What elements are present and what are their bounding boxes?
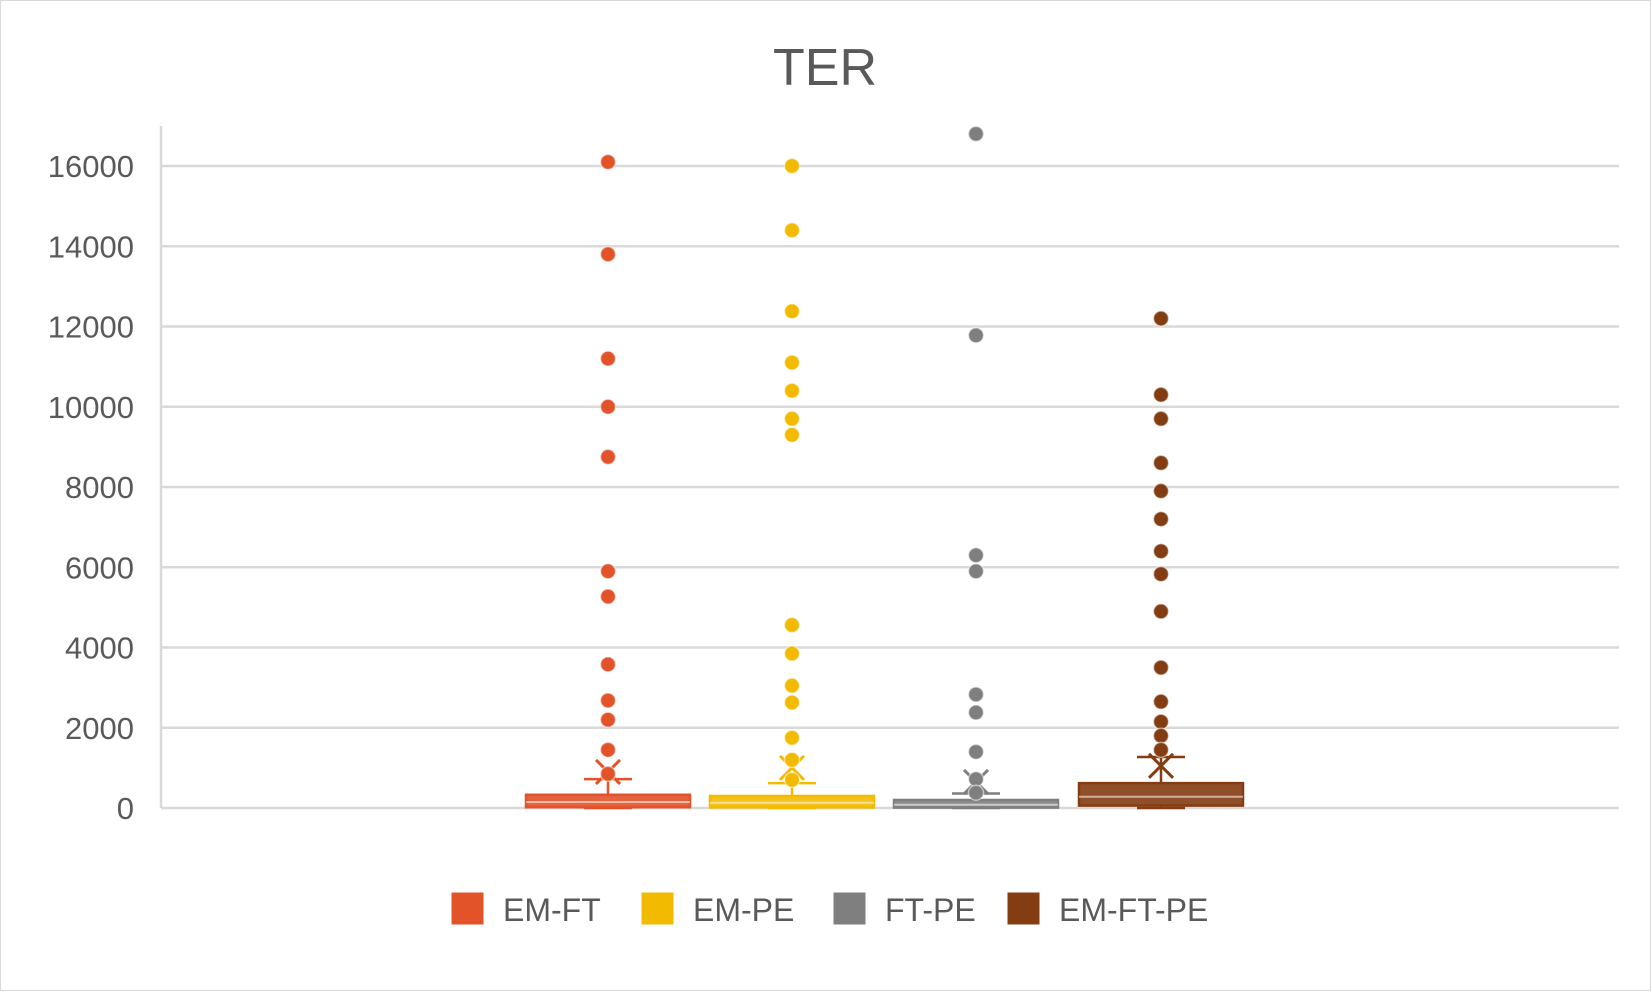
y-tick-label: 12000 [48, 310, 134, 345]
outlier-point [967, 327, 985, 344]
outlier-point [783, 221, 801, 239]
iqr-box [892, 798, 1060, 809]
chart-title: TER [773, 39, 877, 97]
outlier-point [599, 153, 617, 171]
outlier-point [783, 771, 801, 789]
outlier-point [1152, 482, 1170, 500]
outlier-point [967, 784, 985, 802]
outlier-point [783, 157, 801, 175]
series-group-ft-pe [892, 125, 1060, 810]
series-group-em-ft [524, 153, 692, 810]
gridlines [159, 126, 1619, 810]
outlier-point [599, 563, 617, 580]
outlier-point [783, 354, 801, 371]
y-tick-label: 0 [117, 791, 134, 826]
outlier-point [783, 729, 801, 747]
outlier-point [1152, 713, 1170, 730]
outlier-point [783, 382, 801, 399]
plot-area [524, 125, 1245, 810]
outlier-point [783, 751, 801, 769]
outlier-point [783, 645, 801, 662]
legend-label: EM-FT-PE [1059, 892, 1208, 928]
y-tick-label: 6000 [65, 550, 134, 585]
outlier-point [783, 677, 801, 694]
y-axis-ticks: 0 2000 4000 6000 8000 10000 12000 14000 16000 [48, 149, 134, 826]
outlier-point [599, 246, 617, 263]
outlier-point [599, 765, 617, 783]
iqr-box [524, 793, 692, 809]
outlier-point [967, 743, 985, 761]
outlier-point [1152, 386, 1170, 403]
outlier-point [1152, 542, 1170, 560]
legend-label: FT-PE [885, 892, 976, 928]
outlier-point [1152, 510, 1170, 528]
legend-swatch [832, 891, 867, 926]
outlier-point [967, 563, 985, 580]
mean-marker [1147, 752, 1175, 779]
outlier-point [599, 398, 617, 415]
y-tick-label: 14000 [48, 229, 134, 264]
outlier-point [783, 410, 801, 428]
outlier-point [599, 350, 617, 367]
outlier-point [783, 426, 801, 444]
legend-swatch [450, 891, 485, 926]
outlier-point [1152, 454, 1170, 472]
iqr-box [708, 794, 876, 809]
y-tick-label: 16000 [48, 149, 134, 184]
y-tick-label: 8000 [65, 470, 134, 505]
outlier-point [1152, 410, 1170, 428]
iqr-box [1077, 781, 1245, 807]
outlier-point [599, 656, 617, 673]
outlier-point [967, 704, 985, 721]
outlier-point [1152, 603, 1170, 620]
outlier-point [1152, 741, 1170, 759]
outlier-point [1152, 659, 1170, 676]
outlier-point [967, 125, 985, 143]
outlier-point [783, 616, 801, 634]
outlier-point [599, 448, 617, 466]
legend-label: EM-FT [503, 892, 601, 928]
outlier-point [599, 588, 617, 605]
outlier-point [1152, 693, 1170, 710]
outlier-point [967, 546, 985, 564]
y-tick-label: 10000 [48, 390, 134, 425]
y-tick-label: 4000 [65, 631, 134, 666]
y-tick-label: 2000 [65, 711, 134, 746]
outlier-point [967, 770, 985, 788]
outlier-point [967, 686, 985, 703]
outlier-point [1152, 310, 1170, 327]
series-group-em-ft-pe [1077, 310, 1245, 810]
legend-swatch [1006, 891, 1041, 926]
outlier-point [599, 741, 617, 759]
series-group-em-pe [708, 157, 876, 810]
legend-swatch [640, 891, 675, 926]
outlier-point [1152, 727, 1170, 745]
outlier-point [783, 694, 801, 711]
legend-label: EM-PE [693, 892, 794, 928]
outlier-point [599, 692, 617, 709]
outlier-point [783, 303, 801, 320]
legend: EM-FT EM-PE FT-PE EM-FT-PE [450, 891, 1208, 928]
outlier-point [1152, 565, 1170, 583]
outlier-point [599, 711, 617, 728]
